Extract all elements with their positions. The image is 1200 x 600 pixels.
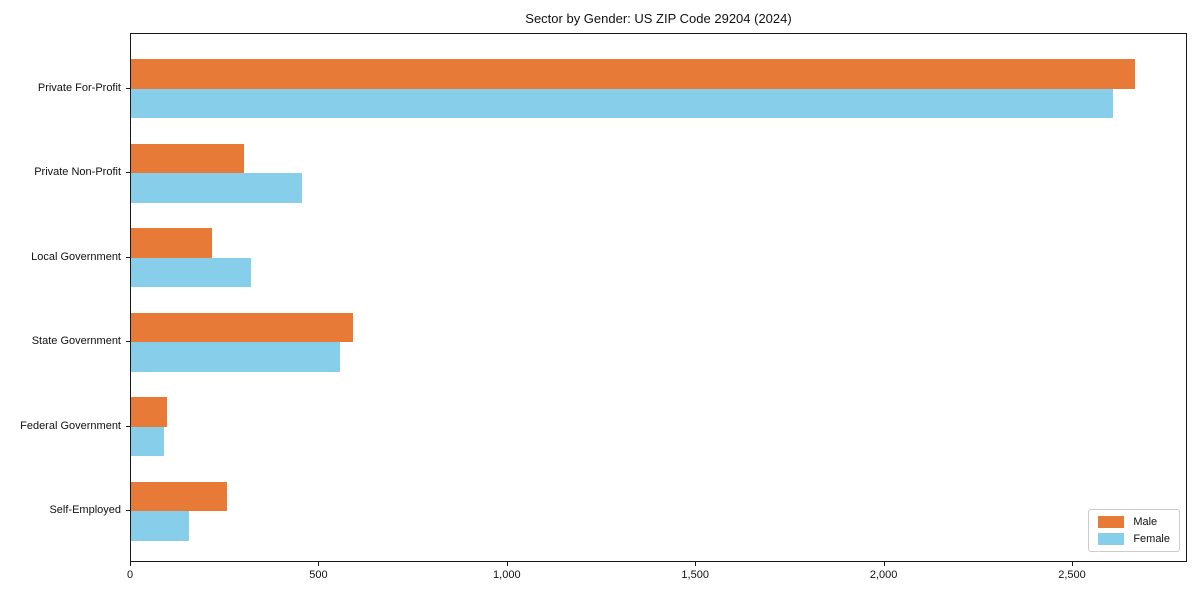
legend-entry-male: Male	[1098, 516, 1170, 528]
y-tick-mark	[126, 425, 130, 427]
x-tick-mark	[883, 562, 885, 566]
x-axis-label: 1,500	[681, 569, 709, 581]
legend: Male Female	[1088, 509, 1180, 552]
y-axis-label: Self-Employed	[49, 504, 121, 516]
legend-label: Female	[1133, 533, 1170, 545]
y-tick-mark	[126, 172, 130, 173]
y-axis-label: Local Government	[31, 250, 121, 263]
y-axis-label: Private Non-Profit	[34, 166, 121, 178]
bar-female-4	[131, 426, 164, 456]
y-axis-label: Federal Government	[20, 419, 121, 432]
y-tick-mark	[126, 341, 130, 342]
x-axis-label: 500	[309, 569, 328, 581]
x-tick-mark	[695, 562, 697, 566]
bar-male-5	[131, 481, 228, 511]
x-tick-mark	[1072, 562, 1073, 566]
bar-male-0	[131, 59, 1136, 89]
y-axis-label: Private For-Profit	[37, 81, 121, 94]
chart-title: Sector by Gender: US ZIP Code 29204 (202…	[525, 11, 792, 26]
bar-female-2	[131, 257, 251, 287]
x-tick-mark	[506, 562, 508, 566]
x-tick-mark	[130, 562, 131, 566]
female-swatch-icon	[1098, 533, 1125, 545]
plot-area	[130, 33, 1187, 562]
bar-male-3	[131, 312, 354, 342]
bar-male-2	[131, 228, 212, 258]
male-swatch-icon	[1098, 516, 1125, 528]
bar-female-3	[131, 342, 341, 372]
x-axis-label: 1,000	[493, 569, 521, 581]
bar-female-0	[131, 88, 1113, 118]
bar-female-1	[131, 173, 303, 203]
bar-male-4	[131, 397, 167, 427]
x-axis-label: 0	[126, 569, 134, 581]
y-axis-label: State Government	[31, 335, 121, 347]
bar-male-1	[131, 143, 244, 173]
y-tick-mark	[126, 256, 130, 258]
legend-label: Male	[1133, 516, 1158, 528]
x-axis-label: 2,000	[869, 569, 898, 581]
y-tick-mark	[126, 87, 130, 89]
x-tick-mark	[318, 562, 320, 566]
y-tick-mark	[126, 510, 130, 511]
x-axis-label: 2,500	[1058, 569, 1086, 581]
bar-female-5	[131, 511, 190, 541]
legend-entry-female: Female	[1098, 533, 1170, 545]
